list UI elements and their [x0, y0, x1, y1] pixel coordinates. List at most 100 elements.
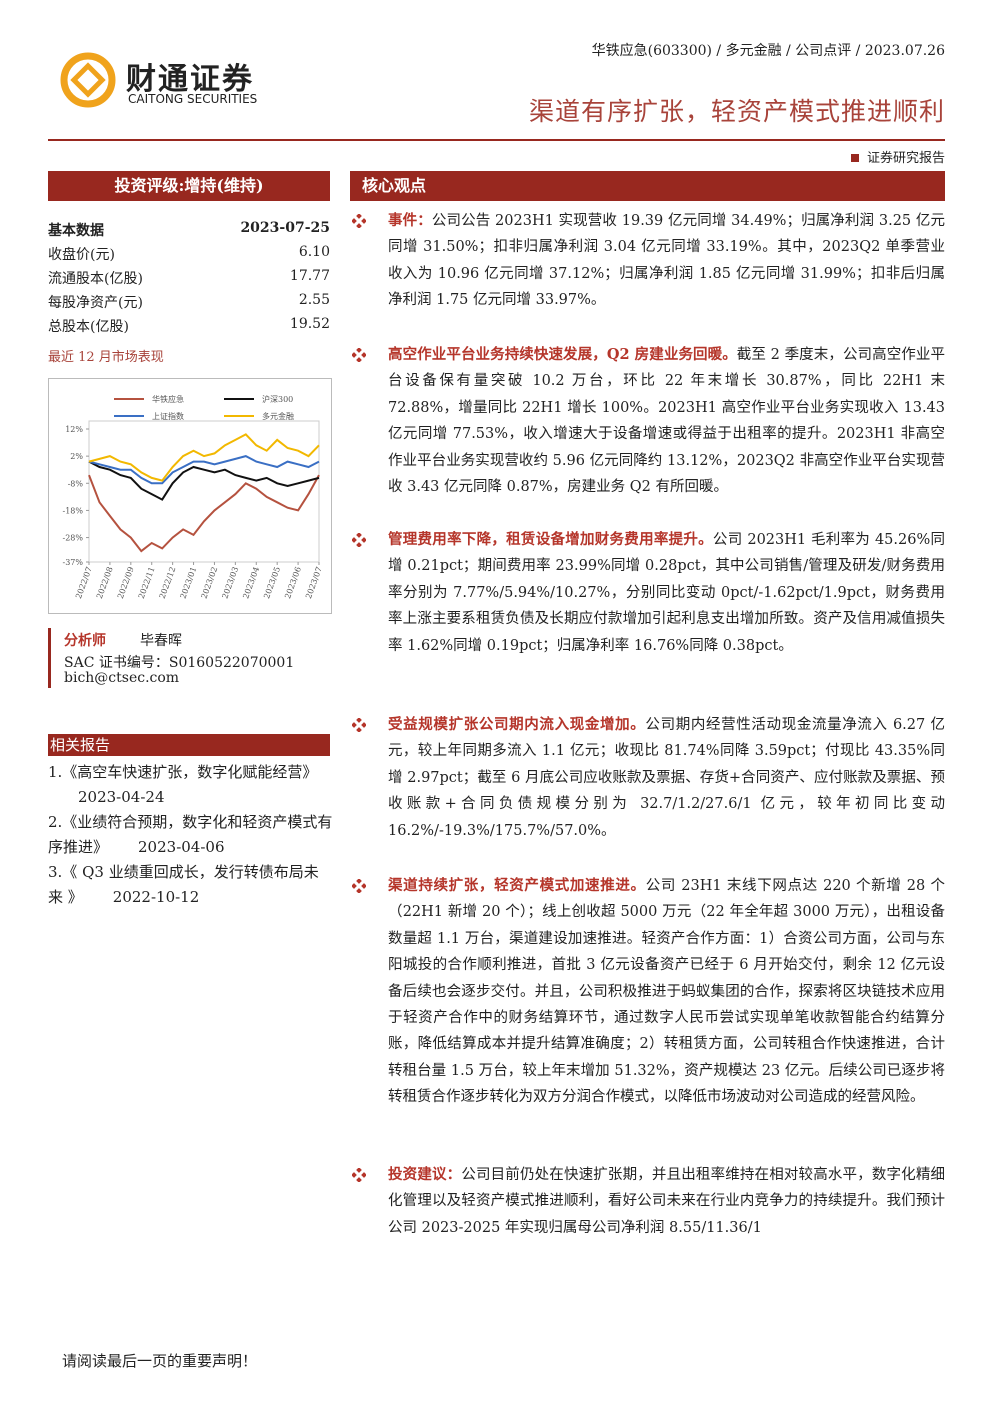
bullet-dot: [352, 218, 357, 224]
header-rule: [48, 139, 945, 141]
bullet-dot: [356, 888, 362, 893]
bullet-dot: [356, 1168, 362, 1173]
related-item: 2.《业绩符合预期，数字化和轻资产模式有序推进》 2023-04-06: [48, 810, 333, 860]
x-tick-label: 2023/04: [241, 566, 261, 600]
logo-cn: 财通证券: [126, 62, 254, 97]
basic-date: 2023-07-25: [240, 220, 330, 236]
bullet-icon: [352, 533, 366, 547]
related-date: 2023-04-06: [138, 838, 225, 856]
x-tick-label: 2023/01: [179, 566, 199, 600]
related-title: 1.《高空车快速扩张，数字化赋能经营》: [48, 763, 318, 781]
bullet-dot: [356, 348, 362, 353]
report-type: 证券研究报告: [850, 147, 945, 166]
section: 受益规模扩张公司期内流入现金增加。公司期内经营性活动现金流量净流入 6.27 亿…: [388, 712, 945, 844]
section: 投资建议：公司目前仍处在快速扩张期，并且出租率维持在相对较高水平，数字化精细化管…: [388, 1162, 945, 1241]
basic-row: 总股本(亿股) 19.52: [48, 316, 330, 340]
section-lead: 投资建议：: [388, 1166, 462, 1183]
section-lead: 受益规模扩张公司期内流入现金增加。: [388, 716, 646, 733]
bullet-dot: [352, 883, 357, 889]
x-tick-label: 2023/05: [262, 566, 282, 600]
section-lead: 管理费用率下降，租赁设备增加财务费用率提升。: [388, 531, 713, 548]
bullet-dot: [352, 722, 357, 728]
y-tick-label: -37%: [63, 558, 84, 567]
analyst: 分析师 毕春晖: [64, 630, 182, 650]
basic-value: 19.52: [289, 316, 330, 332]
x-tick-label: 2023/02: [200, 566, 220, 600]
x-tick-label: 2022/08: [95, 566, 115, 600]
x-tick-label: 2022/09: [116, 566, 136, 600]
legend-label: 上证指数: [152, 411, 184, 421]
section-text: 截至 2 季度末，公司高空作业平台设备保有量突破 10.2 万台，环比 22 年…: [388, 347, 945, 496]
analyst-sac: SAC 证书编号：S0160522070001: [64, 655, 295, 671]
bullet-dot: [356, 542, 362, 547]
x-tick-label: 2023/07: [304, 566, 324, 600]
y-tick-label: 2%: [70, 452, 83, 461]
section-text: 公司 23H1 末线下网点达 220 个新增 28 个（22H1 新增 20 个…: [388, 878, 946, 1106]
chart-title: 最近 12 月市场表现: [48, 350, 164, 365]
x-tick-label: 2023/03: [220, 566, 240, 600]
logo-icon: [60, 52, 116, 108]
legend-label: 沪深300: [262, 394, 293, 404]
x-tick-label: 2023/06: [283, 566, 303, 600]
bullet-dot: [356, 727, 362, 732]
bullet-icon: [352, 718, 366, 732]
core-bar: 核心观点: [350, 171, 945, 201]
footer: 请阅读最后一页的重要声明！: [62, 1352, 258, 1370]
series-line: [88, 455, 320, 485]
x-tick-label: 2022/11: [137, 566, 157, 600]
y-tick-label: -18%: [63, 506, 84, 515]
bullet-dot: [361, 1172, 366, 1178]
legend-label: 多元金融: [262, 411, 294, 421]
section-text: 公司公告 2023H1 实现营收 19.39 亿元同增 34.49%；归属净利润…: [388, 213, 946, 309]
bullet-dot: [361, 722, 366, 728]
basic-value: 2.55: [298, 292, 330, 308]
basic-label: 流通股本(亿股): [48, 271, 143, 287]
bullet-dot: [361, 883, 366, 889]
basic-title: 基本数据: [48, 223, 104, 239]
header-meta: 华铁应急(603300) / 多元金融 / 公司点评 / 2023.07.26: [591, 43, 945, 59]
bullet-dot: [361, 352, 366, 358]
y-tick-label: -8%: [68, 479, 84, 488]
section-lead: 渠道持续扩张，轻资产模式加速推进。: [388, 877, 646, 894]
basic-label: 收盘价(元): [48, 247, 115, 263]
report-title: 渠道有序扩张，轻资产模式推进顺利: [528, 97, 945, 126]
related-bar: 相关报告: [48, 734, 330, 756]
bullet-icon: [352, 214, 366, 228]
bullet-dot: [356, 357, 362, 362]
related-item: 1.《高空车快速扩张，数字化赋能经营》 2023-04-24: [48, 760, 333, 810]
bullet-dot: [356, 223, 362, 228]
rating-bar: 投资评级:增持(维持): [48, 171, 330, 201]
basic-label: 总股本(亿股): [48, 319, 129, 335]
logo: 财通证券 CAITONG SECURITIES: [60, 52, 310, 112]
related-date: 2023-04-24: [78, 788, 165, 806]
bullet-dot: [356, 718, 362, 723]
related-item: 3.《 Q3 业绩重回成长，发行转债布局未来 》 2022-10-12: [48, 860, 333, 910]
related-list: 1.《高空车快速扩张，数字化赋能经营》 2023-04-24 2.《业绩符合预期，数…: [48, 760, 333, 910]
bullet-icon: [352, 348, 366, 362]
bullet-dot: [361, 218, 366, 224]
section-lead: 事件：: [388, 212, 432, 229]
basic-value: 17.77: [289, 268, 330, 284]
section-text: 公司 2023H1 毛利率为 45.26%同增 0.21pct；期间费用率 23…: [388, 532, 945, 654]
bullet-dot: [356, 214, 362, 219]
bullet-dot: [352, 352, 357, 358]
series-line: [88, 433, 320, 482]
x-tick-label: 2022/12: [158, 566, 178, 600]
basic-row: 每股净资产(元) 2.55: [48, 292, 330, 316]
plot-frame: [88, 420, 320, 563]
section-text: 公司目前仍处在快速扩张期，并且出租率维持在相对较高水平，数字化精细化管理以及轻资…: [388, 1167, 945, 1236]
bullet-dot: [356, 1177, 362, 1182]
bullet-dot: [352, 537, 357, 543]
basic-value: 6.10: [298, 244, 330, 260]
related-title: 2.《业绩符合预期，数字化和轻资产模式有序推进》: [48, 813, 333, 856]
basic-data: 基本数据 2023-07-25 收盘价(元) 6.10 流通股本(亿股) 17.77 每股…: [48, 220, 330, 340]
x-tick-label: 2022/07: [74, 566, 94, 600]
analyst-email: bich@ctsec.com: [64, 670, 180, 686]
section-text: 公司期内经营性活动现金流量净流入 6.27 亿元，较上年同期多流入 1.1 亿元…: [388, 717, 945, 839]
basic-row: 收盘价(元) 6.10: [48, 244, 330, 268]
series-line: [88, 460, 320, 501]
related-title: 3.《 Q3 业绩重回成长，发行转债布局未来 》: [48, 863, 319, 906]
logo-en: CAITONG SECURITIES: [128, 92, 258, 106]
analyst-name: 毕春晖: [140, 633, 182, 649]
